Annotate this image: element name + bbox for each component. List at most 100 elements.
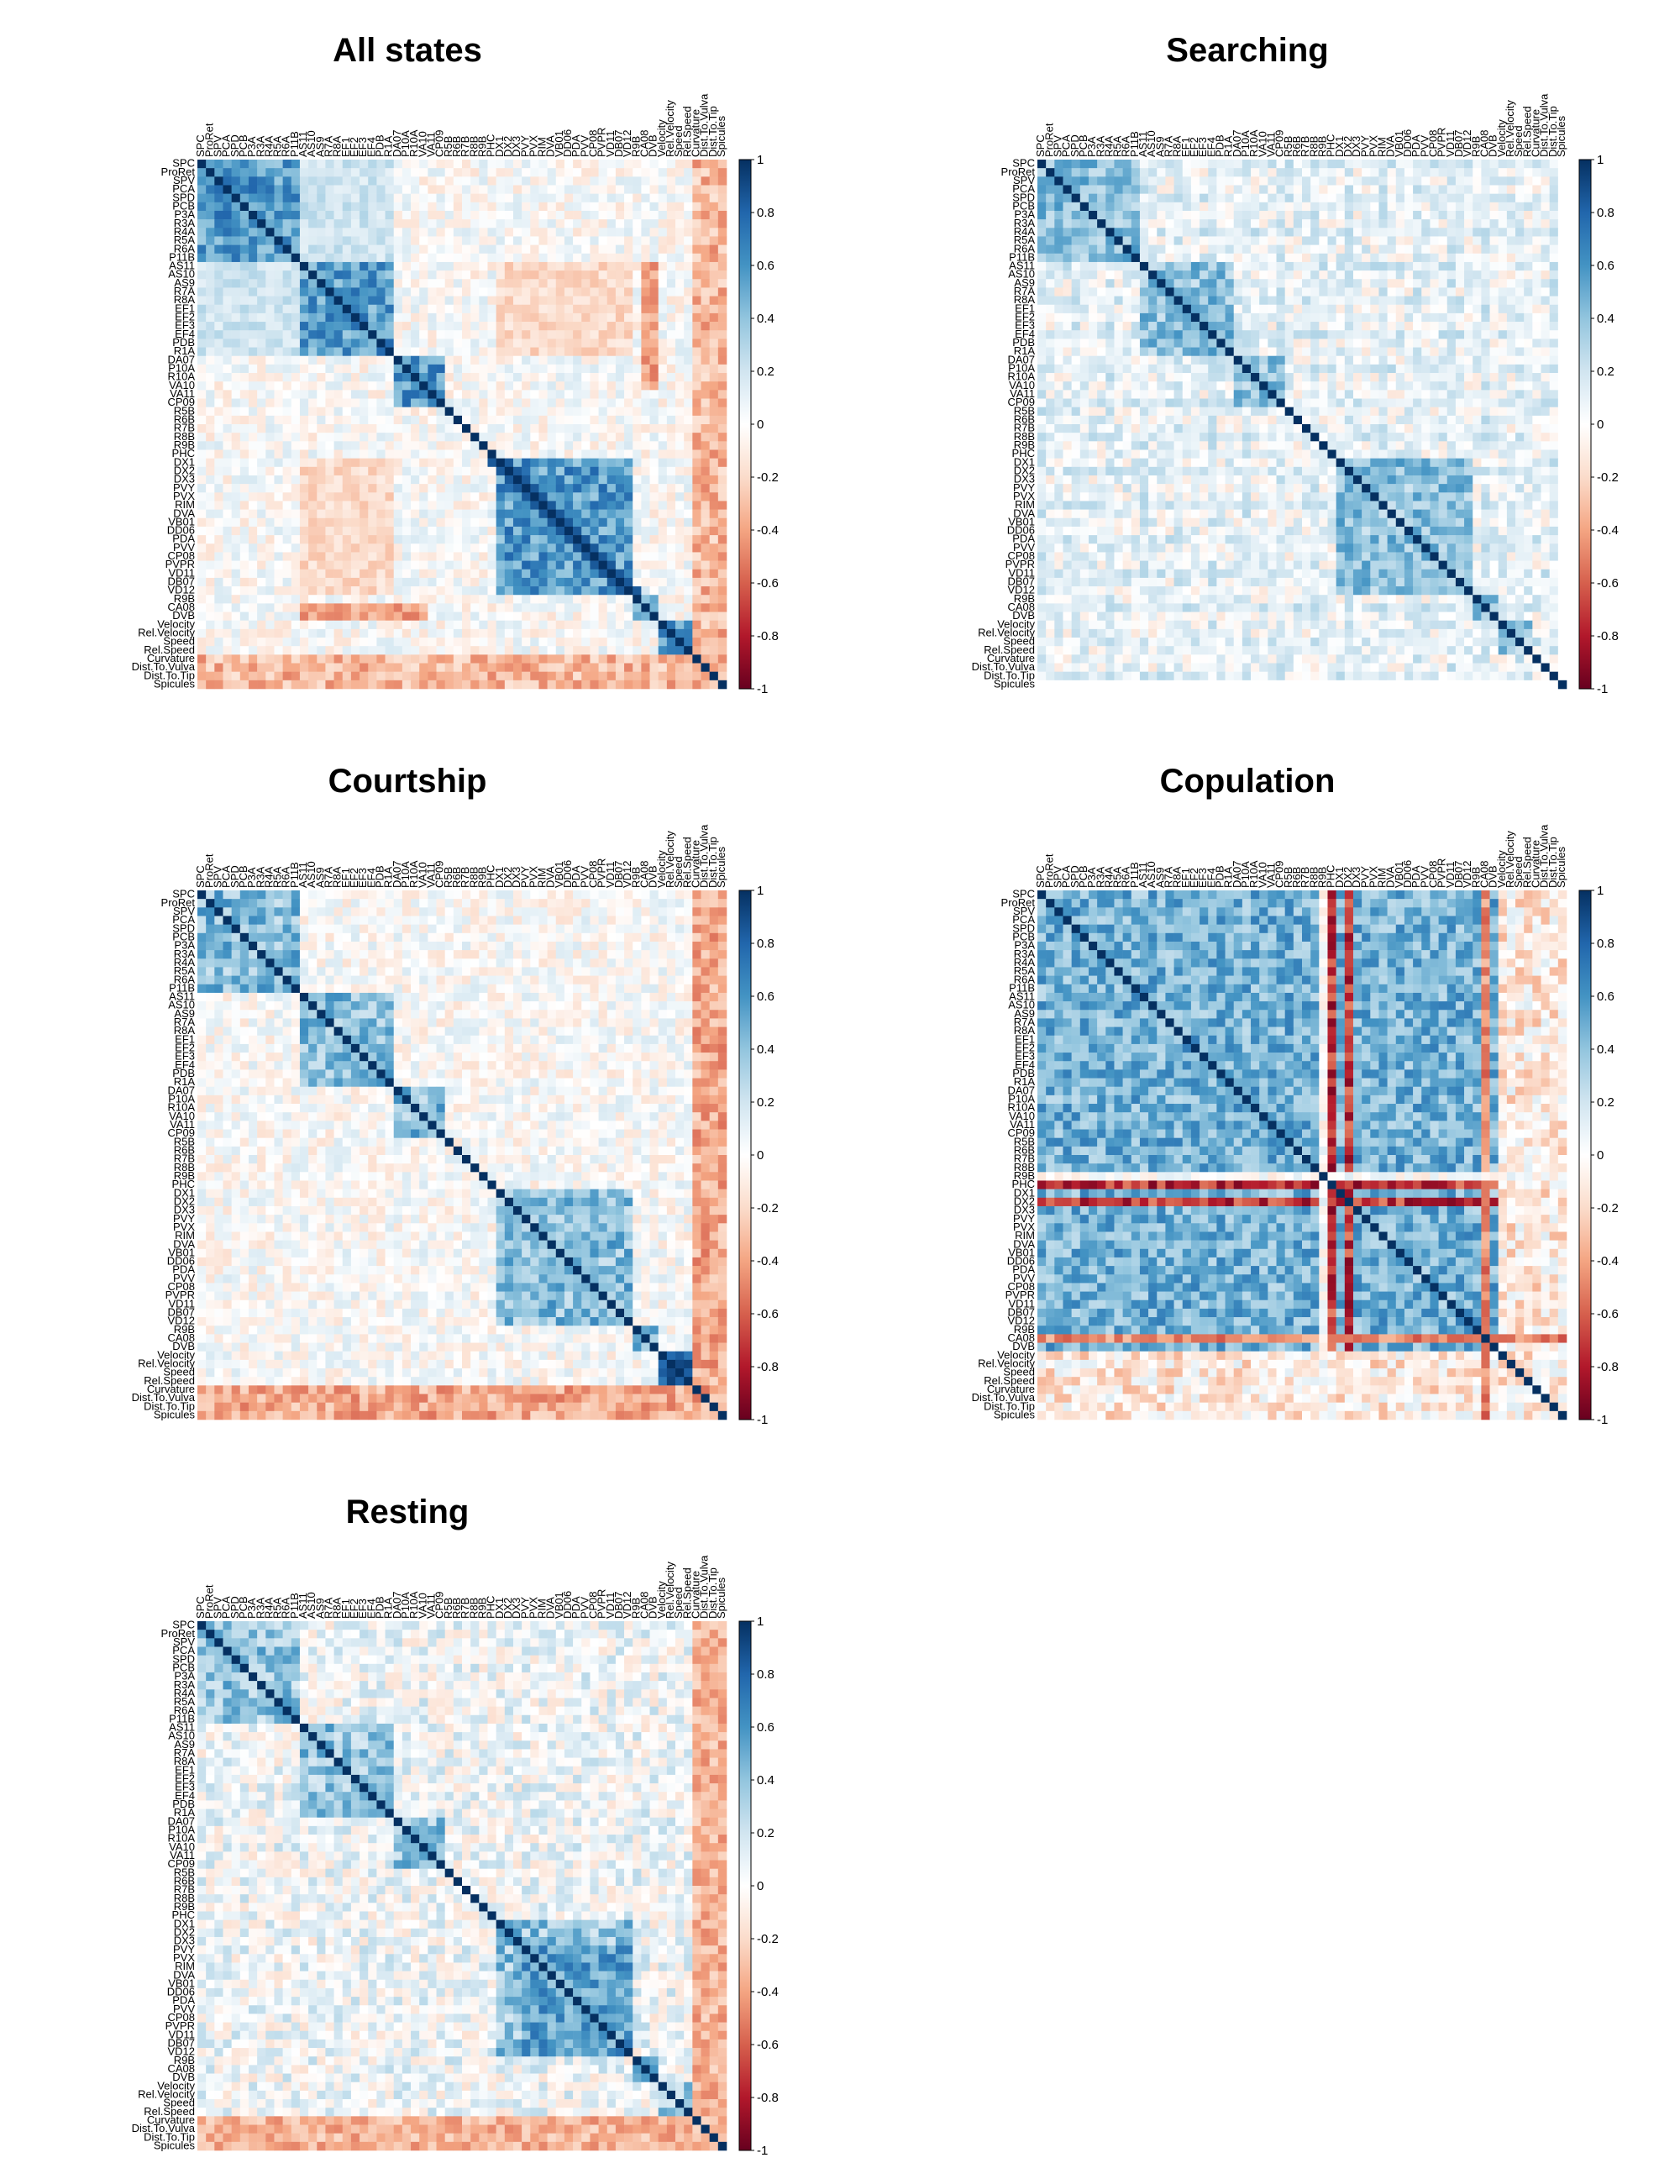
heatmap-cell [1378,219,1388,228]
heatmap-cell [325,373,334,382]
heatmap-cell [496,219,506,228]
heatmap-cell [282,543,292,553]
heatmap-cell [530,304,539,314]
heatmap-cell [308,458,318,468]
heatmap-cell [265,270,275,280]
heatmap-cell [248,671,258,681]
heatmap-cell [308,312,318,323]
heatmap-cell [487,620,496,630]
heatmap-cell [462,261,471,271]
heatmap-cell [333,638,344,647]
heatmap-cell [1259,185,1268,194]
heatmap-cell [214,330,223,339]
heatmap-cell [239,569,249,579]
heatmap-cell [453,355,463,365]
heatmap-cell [1370,160,1379,169]
heatmap-cell [248,475,258,485]
heatmap-cell [402,339,412,348]
heatmap-cell [342,210,352,220]
heatmap-cell [555,193,565,203]
heatmap-cell [385,390,395,399]
heatmap-cell [615,628,625,638]
heatmap-cell [701,373,710,382]
heatmap-cell [1114,219,1123,228]
heatmap-cell [325,501,334,510]
heatmap-cell [1319,202,1328,212]
heatmap-cell [308,210,318,220]
heatmap-cell [717,176,727,186]
row-label: VA10 [169,379,195,391]
heatmap-cell [239,552,249,561]
heatmap-cell [1079,296,1089,306]
heatmap-cell [1276,168,1285,177]
heatmap-cell [633,373,642,382]
heatmap-cell [1268,193,1277,203]
heatmap-cell [325,244,334,255]
heatmap-cell [453,261,463,271]
heatmap-cell [1233,219,1243,228]
heatmap-cell [360,347,369,357]
heatmap-cell [248,330,258,339]
heatmap-cell [1557,168,1567,177]
heatmap-cell [1446,185,1457,194]
heatmap-cell [428,654,437,664]
heatmap-cell [709,270,719,280]
heatmap-cell [496,466,506,476]
heatmap-cell [658,466,668,476]
heatmap-cell [512,680,522,690]
heatmap-cell [436,526,445,536]
heatmap-cell [1293,261,1303,271]
heatmap-cell [684,535,693,544]
heatmap-cell [1046,219,1055,228]
heatmap-cell [1524,168,1533,177]
heatmap-cell [624,535,633,544]
heatmap-cell [1105,287,1115,297]
heatmap-cell [1071,210,1081,220]
heatmap-cell [274,355,283,365]
heatmap-cell [257,612,266,622]
heatmap-cell [504,552,514,561]
heatmap-cell [453,612,463,622]
heatmap-cell [624,475,633,485]
heatmap-cell [462,654,471,664]
heatmap-cell [504,176,514,186]
heatmap-cell [462,330,471,339]
heatmap-cell [197,415,207,425]
column-label: Curvature [689,109,701,157]
heatmap-cell [1541,202,1550,212]
heatmap-cell [522,620,531,630]
heatmap-cell [675,535,685,544]
heatmap-cell [308,415,318,425]
heatmap-cell [436,552,445,561]
column-label: AS10 [305,130,318,157]
heatmap-cell [317,458,326,468]
heatmap-cell [590,543,599,553]
heatmap-cell [376,466,386,476]
heatmap-cell [598,654,608,664]
heatmap-cell [223,638,232,647]
heatmap-cell [555,304,565,314]
heatmap-cell [649,407,659,417]
heatmap-cell [350,202,360,212]
heatmap-cell [411,603,420,612]
heatmap-cell [590,244,599,255]
heatmap-cell [1242,244,1252,255]
heatmap-cell [1276,160,1285,169]
heatmap-cell [265,296,275,306]
heatmap-cell [333,552,344,561]
heatmap-cell [393,236,403,245]
heatmap-cell [239,261,249,271]
heatmap-cell [214,210,223,220]
heatmap-cell [282,304,292,314]
heatmap-cell [402,228,412,237]
heatmap-cell [1063,168,1072,177]
heatmap-cell [470,339,480,348]
heatmap-cell [291,364,301,374]
heatmap-cell [411,287,420,297]
row-label: Velocity [157,617,195,630]
heatmap-cell [649,535,659,544]
heatmap-cell [470,501,480,510]
heatmap-cell [462,526,471,536]
heatmap-cell [573,620,582,630]
heatmap-cell [606,347,617,357]
